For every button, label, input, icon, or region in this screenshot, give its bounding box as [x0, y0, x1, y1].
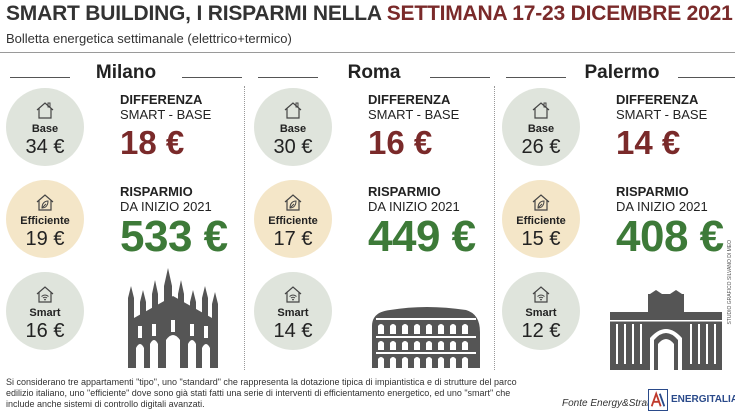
eco-house-icon	[531, 192, 551, 212]
base-label: Base	[527, 123, 555, 135]
source-label: Fonte Energy&Strategy	[562, 398, 666, 409]
house-icon	[283, 100, 303, 120]
graphic-credit: STUDIO GRAFICO SILVANO DI MEO	[727, 240, 733, 325]
saving-block: RISPARMIO DA INIZIO 2021 408 €	[616, 184, 724, 262]
difference-value: 14 €	[616, 124, 681, 161]
base-value: 34 €	[25, 136, 65, 158]
base-apartment-circle: Base 34 €	[6, 88, 84, 166]
header-rule	[506, 77, 566, 78]
title-main: SMART BUILDING, I RISPARMI NELLA	[6, 2, 387, 25]
efficient-apartment-circle: Efficiente 17 €	[254, 180, 332, 258]
smart-apartment-circle: Smart 12 €	[502, 272, 580, 350]
column-divider	[244, 86, 245, 370]
saving-value: 449 €	[368, 212, 476, 261]
saving-subheading: DA INIZIO 2021	[368, 199, 460, 214]
saving-heading: RISPARMIO	[120, 184, 193, 199]
city-roma: Roma Base 30 € Efficiente 17 € Smart 14 …	[254, 62, 494, 368]
brand-mark-icon	[648, 389, 668, 411]
efficient-label: Efficiente	[516, 215, 566, 227]
smart-label: Smart	[277, 307, 309, 319]
difference-block: DIFFERENZA SMART - BASE 16 €	[368, 92, 459, 162]
city-name: Milano	[95, 62, 157, 83]
base-value: 26 €	[521, 136, 561, 158]
saving-block: RISPARMIO DA INIZIO 2021 449 €	[368, 184, 476, 262]
difference-block: DIFFERENZA SMART - BASE 14 €	[616, 92, 707, 162]
smart-value: 12 €	[521, 320, 561, 342]
city-header: Milano	[6, 62, 246, 84]
smart-apartment-circle: Smart 16 €	[6, 272, 84, 350]
smart-house-icon	[283, 284, 303, 304]
difference-heading: DIFFERENZA	[616, 92, 699, 107]
efficient-apartment-circle: Efficiente 15 €	[502, 180, 580, 258]
title-period: SETTIMANA 17-23 DICEMBRE 2021	[386, 2, 733, 25]
smart-house-icon	[35, 284, 55, 304]
difference-subheading: SMART - BASE	[120, 107, 212, 122]
saving-heading: RISPARMIO	[616, 184, 689, 199]
eco-house-icon	[283, 192, 303, 212]
city-milano: Milano Base 34 € Efficiente 19 € Smart 1…	[6, 62, 246, 368]
city-header: Roma	[254, 62, 494, 84]
header-rule	[258, 77, 318, 78]
saving-subheading: DA INIZIO 2021	[616, 199, 708, 214]
colosseum-icon	[372, 307, 480, 368]
base-apartment-circle: Base 26 €	[502, 88, 580, 166]
duomo-icon	[128, 268, 218, 368]
header-divider	[0, 52, 735, 53]
smart-label: Smart	[29, 307, 61, 319]
efficient-value: 19 €	[25, 228, 65, 250]
difference-value: 16 €	[368, 124, 433, 161]
base-value: 30 €	[273, 136, 313, 158]
house-icon	[531, 100, 551, 120]
header-rule	[10, 77, 70, 78]
smart-house-icon	[531, 284, 551, 304]
energitalia-logo: ENERGITALIA	[648, 389, 735, 411]
difference-value: 18 €	[120, 124, 185, 161]
difference-block: DIFFERENZA SMART - BASE 18 €	[120, 92, 211, 162]
smart-value: 16 €	[25, 320, 65, 342]
city-name: Roma	[347, 62, 401, 83]
methodology-note: Si considerano tre appartamenti "tipo", …	[6, 377, 517, 409]
difference-heading: DIFFERENZA	[368, 92, 451, 107]
difference-subheading: SMART - BASE	[616, 107, 708, 122]
city-name: Palermo	[584, 62, 660, 83]
saving-value: 533 €	[120, 212, 228, 261]
difference-subheading: SMART - BASE	[368, 107, 460, 122]
efficient-apartment-circle: Efficiente 19 €	[6, 180, 84, 258]
saving-heading: RISPARMIO	[368, 184, 441, 199]
smart-label: Smart	[525, 307, 557, 319]
efficient-label: Efficiente	[268, 215, 318, 227]
teatro-politeama-icon	[610, 290, 722, 370]
base-label: Base	[279, 123, 307, 135]
eco-house-icon	[35, 192, 55, 212]
header-rule	[678, 77, 735, 78]
saving-block: RISPARMIO DA INIZIO 2021 533 €	[120, 184, 228, 262]
header-rule	[182, 77, 242, 78]
smart-apartment-circle: Smart 14 €	[254, 272, 332, 350]
saving-value: 408 €	[616, 212, 724, 261]
column-divider	[494, 86, 495, 370]
base-label: Base	[31, 123, 59, 135]
brand-name: ENERGITALIA	[671, 394, 735, 405]
efficient-value: 15 €	[521, 228, 561, 250]
base-apartment-circle: Base 30 €	[254, 88, 332, 166]
page-title: SMART BUILDING, I RISPARMI NELLA SETTIMA…	[6, 2, 733, 26]
saving-subheading: DA INIZIO 2021	[120, 199, 212, 214]
difference-heading: DIFFERENZA	[120, 92, 203, 107]
smart-value: 14 €	[273, 320, 313, 342]
efficient-value: 17 €	[273, 228, 313, 250]
header-rule	[430, 77, 490, 78]
house-icon	[35, 100, 55, 120]
page-subtitle: Bolletta energetica settimanale (elettri…	[6, 31, 292, 46]
efficient-label: Efficiente	[20, 215, 70, 227]
city-header: Palermo	[502, 62, 735, 84]
city-palermo: Palermo Base 26 € Efficiente 15 € Smart …	[502, 62, 735, 370]
